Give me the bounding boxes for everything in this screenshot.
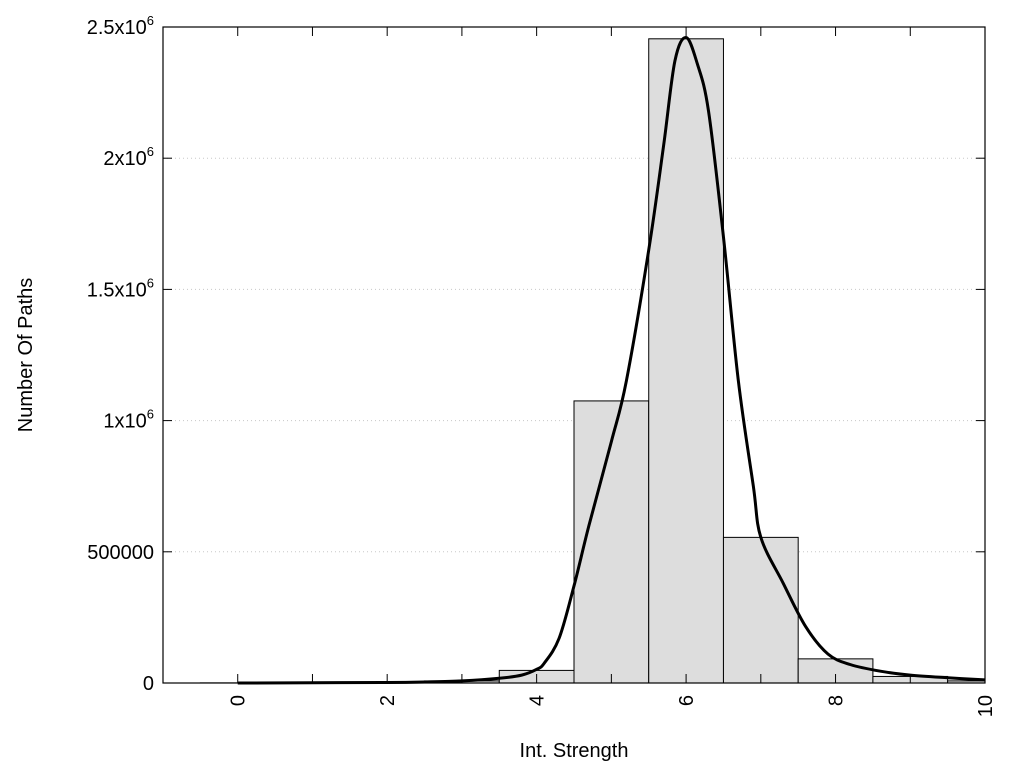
x-tick-label: 10	[975, 695, 997, 717]
y-tick-label: 2.5x106	[87, 13, 154, 39]
gridlines	[163, 157, 985, 553]
histogram-bar	[573, 400, 650, 684]
histogram-bar	[648, 38, 724, 684]
fit-curve	[237, 35, 986, 685]
x-tick-label: 8	[826, 695, 848, 706]
x-tick-label: 0	[228, 695, 250, 706]
y-tick-label: 2x106	[103, 144, 154, 170]
histogram-bar	[722, 536, 799, 684]
y-tick-label: 500000	[87, 542, 154, 564]
x-tick-label: 4	[527, 695, 549, 706]
axis-ticks	[163, 26, 986, 684]
x-axis-label: Int. Strength	[520, 740, 629, 762]
y-tick-label: 0	[143, 673, 154, 695]
x-tick-label: 2	[377, 695, 399, 706]
plot-frame	[162, 26, 986, 684]
y-tick-label: 1x106	[103, 407, 154, 433]
y-tick-labels: 0 500000 1x106 1.5x106 2x106 2.5x106	[87, 13, 154, 695]
y-axis-label: Number Of Paths	[15, 278, 37, 433]
histogram-bars	[199, 38, 986, 684]
x-tick-labels: 0 2 4 6 8 10	[228, 695, 997, 717]
x-tick-label: 6	[676, 695, 698, 706]
y-tick-label: 1.5x106	[87, 275, 154, 301]
